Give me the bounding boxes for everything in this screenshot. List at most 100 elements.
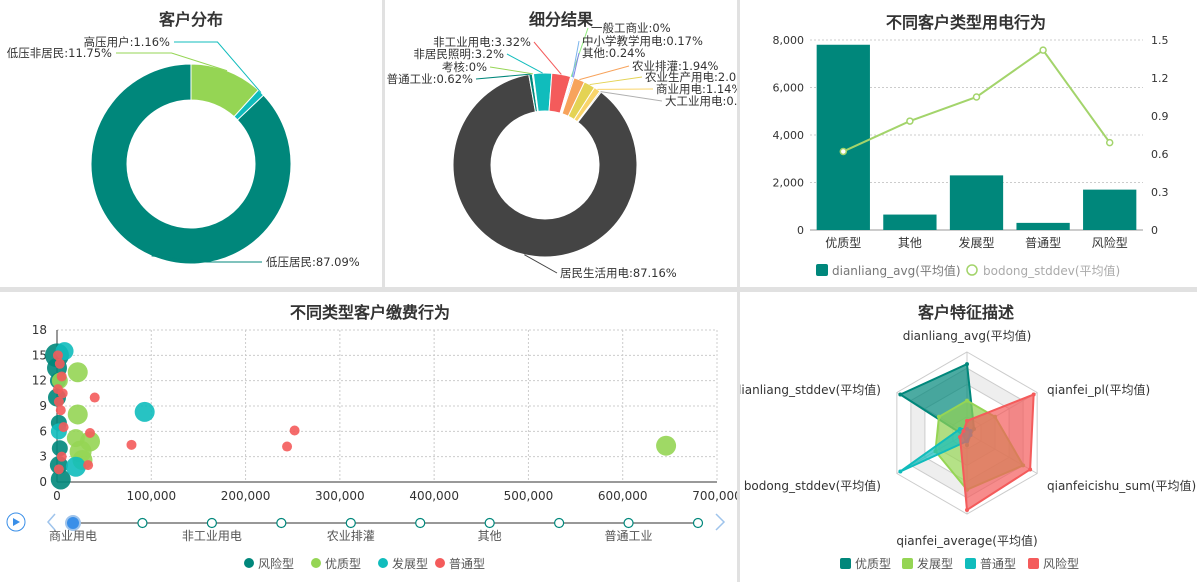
legend-swatch[interactable] xyxy=(816,264,828,276)
y-tick-right: 0 xyxy=(1151,224,1158,237)
timeline-next-icon[interactable] xyxy=(715,513,726,531)
slice-label: 农业生产用电:2.0 xyxy=(645,70,736,84)
label-leader-line xyxy=(571,40,580,78)
scatter-point xyxy=(289,425,300,436)
scatter-point xyxy=(54,358,65,369)
radar-point xyxy=(965,507,969,512)
scatter-point xyxy=(656,435,677,456)
segmentation-result-chart: 细分结果 居民生活用电:87.16% 普通工业:0.62%考核:0%非居民照明:3… xyxy=(387,10,737,280)
timeline-prev-icon[interactable] xyxy=(47,513,56,531)
x-tick-label: 普通型 xyxy=(1025,236,1061,250)
label-leader-line xyxy=(489,66,533,75)
timeline-node[interactable] xyxy=(345,517,356,529)
slice-label: 低压非居民:11.75% xyxy=(7,46,112,60)
panel-title: 客户分布 xyxy=(159,10,223,29)
bar xyxy=(816,44,870,230)
scatter-point xyxy=(55,405,66,416)
slice-label: 高压用户:1.16% xyxy=(84,35,170,49)
x-tick: 100,000 xyxy=(126,489,176,503)
x-tick-label: 其他 xyxy=(898,236,922,250)
y-tick: 12 xyxy=(32,374,47,388)
slice-label: 中小学教学用电:0.17% xyxy=(582,34,703,48)
y-tick-right: 0.6 xyxy=(1151,148,1169,161)
radar-point xyxy=(1028,467,1033,472)
slice-label: 居民生活用电:87.16% xyxy=(560,266,677,280)
legend-label: 普通型 xyxy=(449,557,485,571)
y-tick-right: 0.9 xyxy=(1151,110,1169,123)
x-tick-label: 优质型 xyxy=(825,236,861,250)
usage-behavior-chart: 不同客户类型用电行为 0 2,000 4,000 6,000 8,000 0 0.3 0.6 0… xyxy=(773,13,1169,278)
scatter-point xyxy=(53,464,64,475)
legend-swatch[interactable] xyxy=(902,558,913,569)
timeline-node[interactable] xyxy=(623,517,634,529)
slice-label: 商业用电:1.14% xyxy=(656,82,737,96)
scatter-point xyxy=(83,460,94,471)
legend-label: 风险型 xyxy=(258,556,294,571)
y-tick-right: 0.3 xyxy=(1151,186,1169,199)
legend-swatch[interactable] xyxy=(966,264,978,276)
timeline-node[interactable] xyxy=(484,517,495,529)
y-tick: 6 xyxy=(39,424,47,438)
y-tick-left: 8,000 xyxy=(773,34,805,47)
customer-feature-panel: 客户特征描述 dianliang_avg(平均值) qianfei_pl(平均值)… xyxy=(740,292,1197,582)
segmentation-result-panel: 细分结果 居民生活用电:87.16% 普通工业:0.62% 考核:0% 非居民照明:3… xyxy=(385,0,737,287)
legend-label: bodong_stddev(平均值) xyxy=(983,263,1120,278)
legend-label: 风险型 xyxy=(1043,556,1079,571)
scatter-point xyxy=(53,396,64,407)
scatter-point xyxy=(134,401,155,422)
line-point xyxy=(972,93,981,101)
slice-label: 低压居民:87.09% xyxy=(266,255,360,269)
radar-indicator-label: qianfei_average(平均值) xyxy=(896,533,1037,548)
line-point xyxy=(839,147,848,156)
timeline-node[interactable] xyxy=(276,517,287,529)
scatter-point xyxy=(57,388,68,399)
radar-point xyxy=(1031,392,1036,397)
legend-label: 发展型 xyxy=(392,556,428,571)
customer-distribution-panel: 客户分布 低压居民:87.09% 低压非居民:11.75% 高压用户:1.16% xyxy=(0,0,382,287)
legend-swatch[interactable] xyxy=(435,558,445,568)
slice-label: 大工业用电:0. xyxy=(665,94,737,108)
timeline-node[interactable] xyxy=(206,517,217,529)
legend-swatch[interactable] xyxy=(311,558,321,568)
slice-label: 其他:0.24% xyxy=(582,46,645,60)
customer-feature-chart: 客户特征描述 dianliang_avg(平均值) qianfei_pl(平均值)… xyxy=(740,303,1196,571)
radar-point xyxy=(965,362,969,367)
customer-distribution-chart: 客户分布 低压居民:87.09% 低压非居民:11.75%高压用户:1.16% xyxy=(7,10,360,269)
pie-slice-0 xyxy=(90,63,292,265)
radar-point xyxy=(965,418,969,423)
scatter-point xyxy=(126,439,137,450)
panel-title: 不同客户类型用电行为 xyxy=(886,13,1046,32)
x-tick-label: 风险型 xyxy=(1092,235,1128,250)
timeline-node[interactable] xyxy=(415,517,426,529)
radar-indicator-label: bodong_stddev(平均值) xyxy=(744,478,881,493)
legend-label: 发展型 xyxy=(917,556,953,571)
legend-label: 优质型 xyxy=(325,557,361,571)
scatter-point xyxy=(58,422,69,433)
legend-swatch[interactable] xyxy=(1028,558,1039,569)
timeline-node-active[interactable] xyxy=(65,515,81,531)
payment-behavior-panel: 不同类型客户缴费行为 0 3 6 9 12 15 18 0 100,000 200,000 300,… xyxy=(0,292,737,582)
x-tick: 0 xyxy=(53,489,61,503)
legend-label: 优质型 xyxy=(855,557,891,571)
payment-behavior-chart: 不同类型客户缴费行为 0 3 6 9 12 15 18 0 100,000 200,000 300,… xyxy=(6,303,737,571)
timeline-label: 农业排灌 xyxy=(327,529,375,543)
scatter-point xyxy=(65,456,86,477)
label-leader-line xyxy=(533,41,562,75)
y-tick-left: 4,000 xyxy=(773,129,805,142)
line-point xyxy=(1039,46,1047,54)
timeline-label: 非工业用电 xyxy=(182,529,242,543)
bar xyxy=(883,214,937,230)
legend-swatch[interactable] xyxy=(840,558,851,569)
timeline-node[interactable] xyxy=(692,517,704,529)
y-tick-left: 0 xyxy=(797,224,804,237)
legend-swatch[interactable] xyxy=(378,558,388,568)
radar-point xyxy=(898,392,903,397)
legend-swatch[interactable] xyxy=(965,558,976,569)
timeline-node[interactable] xyxy=(137,517,148,529)
legend-swatch[interactable] xyxy=(244,558,254,568)
y-tick: 0 xyxy=(39,475,47,489)
timeline-node[interactable] xyxy=(554,517,565,529)
radar-point xyxy=(965,398,969,403)
scatter-point xyxy=(56,371,67,382)
radar-point xyxy=(936,414,941,419)
